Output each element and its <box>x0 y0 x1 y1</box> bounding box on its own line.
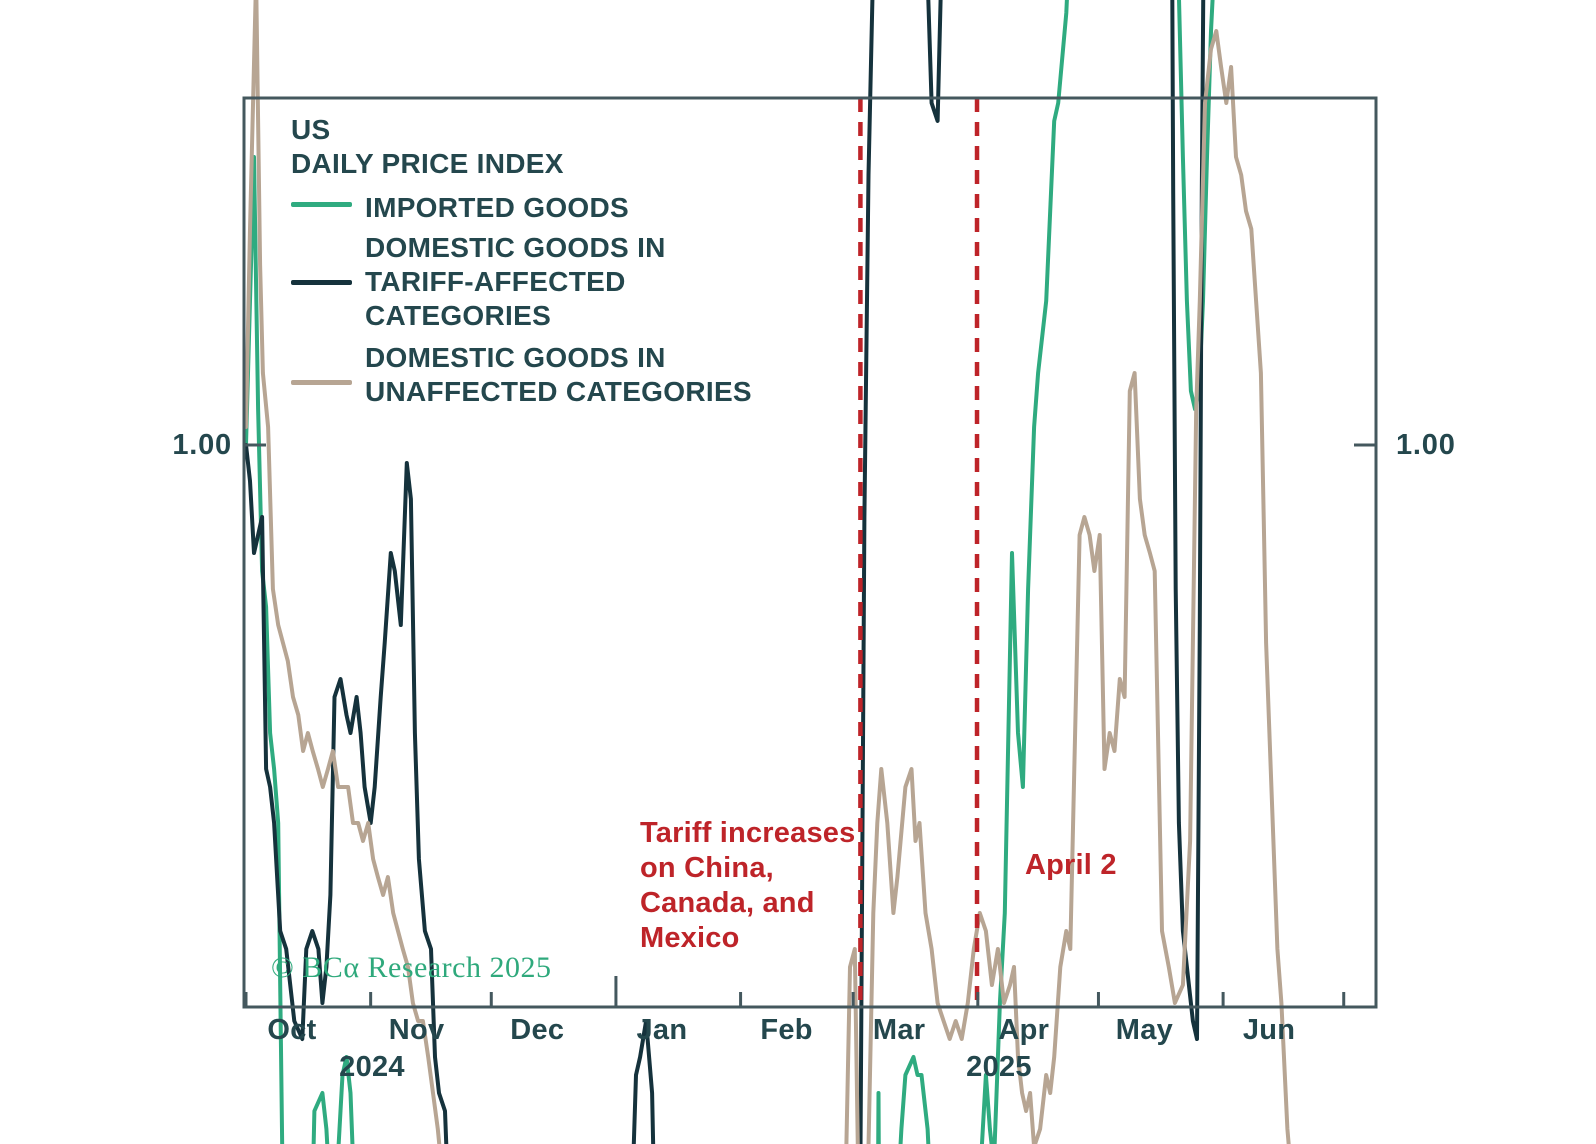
month-label-oct: Oct <box>267 1014 317 1046</box>
month-label-may: May <box>1115 1014 1174 1046</box>
tariff-affected-swatch <box>291 280 352 285</box>
month-label-jun: Jun <box>1242 1014 1296 1046</box>
month-label-mar: Mar <box>872 1014 926 1046</box>
chart-subtitle: DAILY PRICE INDEX <box>291 148 564 179</box>
y-axis-label: 1.00 <box>1396 429 1456 461</box>
year-label-2025: 2025 <box>966 1051 1032 1083</box>
year-label-2024: 2024 <box>339 1051 405 1083</box>
copyright: © BCα Research 2025 <box>271 951 552 984</box>
unaffected-line <box>244 0 1291 1144</box>
april2-annotation: April 2 <box>1025 849 1117 881</box>
month-label-apr: Apr <box>998 1014 1050 1046</box>
plot-border <box>242 96 1378 1009</box>
chart-title: US <box>291 114 331 145</box>
month-label-dec: Dec <box>510 1014 565 1046</box>
month-label-jan: Jan <box>636 1014 688 1046</box>
month-label-nov: Nov <box>388 1014 445 1046</box>
legend-label-imported-goods: IMPORTED GOODS <box>365 192 629 223</box>
legend-label-tariff-affected: DOMESTIC GOODS IN TARIFF-AFFECTED CATEGO… <box>365 232 666 331</box>
month-label-feb: Feb <box>760 1014 813 1046</box>
imported-goods-line <box>244 0 1215 1144</box>
unaffected-swatch <box>291 380 352 385</box>
imported-goods-swatch <box>291 202 352 207</box>
legend-label-unaffected: DOMESTIC GOODS IN UNAFFECTED CATEGORIES <box>365 342 752 407</box>
y-axis-label: 1.00 <box>172 429 232 461</box>
tariff-annotation: Tariff increases on China, Canada, and M… <box>640 817 856 954</box>
tariff-affected-line <box>244 0 1206 1144</box>
